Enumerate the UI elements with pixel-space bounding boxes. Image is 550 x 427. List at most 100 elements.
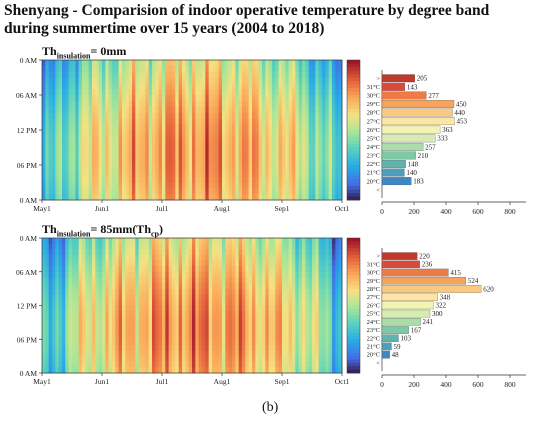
heatmap-cell [228,350,233,357]
heatmap-cell [325,118,330,125]
heatmap-cell [65,311,70,318]
heatmap-cell [232,153,236,160]
heatmap-cell [315,271,320,278]
heatmap-cell [338,299,343,306]
heatmap-cell [132,95,136,102]
heatmap-cell [192,238,196,245]
heatmap-cell [278,141,283,148]
heatmap-cell [102,299,106,306]
heatmap-cell [102,266,106,273]
heatmap-cell [222,188,226,195]
heatmap-cell [288,311,293,318]
heatmap-cell [335,328,340,335]
heatmap-cell [208,243,213,250]
heatmap-cell [135,89,140,96]
heatmap-cell [75,305,80,312]
heatmap-cell [95,316,100,323]
heatmap-cell [248,83,253,90]
heatmap-cell [198,130,203,137]
heatmap-cell [185,95,190,102]
heatmap-cell [155,89,160,96]
heatmap-cell [132,71,136,78]
heatmap-cell [182,350,186,357]
heatmap-cell [62,260,66,267]
heatmap-cell [182,112,186,119]
heatmap-cell [248,135,253,143]
heatmap-cell [105,83,110,90]
heatmap-cell [158,271,163,278]
heatmap-cell [142,147,146,154]
heatmap-cell [218,60,223,67]
heatmap-cell [235,356,240,363]
heatmap-cell [58,83,63,90]
heatmap-cell [285,100,290,108]
heatmap-cell [138,305,143,312]
heatmap-cell [265,77,270,84]
heatmap-cell [195,71,200,78]
heatmap-cell [95,350,100,357]
bar-mark [381,100,455,108]
heatmap-cell [202,141,206,148]
heatmap-cell [212,260,216,267]
heatmap-cell [168,266,173,273]
heatmap-cell [232,135,236,143]
heatmap-cell [232,271,236,278]
heatmap-cell [302,294,306,301]
heatmap-cell [105,238,110,245]
heatmap-cell [178,266,183,273]
heatmap-cell [162,165,166,172]
heatmap-cell [308,194,313,201]
heatmap-cell [298,89,303,96]
heatmap-cell [232,176,236,183]
colorbar-segment [347,346,360,350]
heatmap-cell [185,344,190,351]
heatmap-cell [88,367,93,374]
heatmap-cell [202,77,206,84]
heatmap-cell [198,135,203,143]
heatmap-cell [205,153,210,160]
heatmap-cell [252,170,256,178]
heatmap-cell [298,130,303,137]
heatmap-cell [238,77,243,84]
heatmap-cell [168,83,173,90]
heatmap-cell [265,194,270,201]
heatmap-cell [175,100,180,108]
heatmap-cell [158,356,163,363]
heatmap-cell [255,170,260,178]
heatmap-cell [225,322,230,329]
heatmap-cell [112,311,116,318]
heatmap-cell [162,283,166,290]
heatmap-cell [128,194,133,201]
heatmap-cell [175,361,180,368]
heatmap-cell [142,260,146,267]
heatmap-cell [265,294,270,301]
heatmap-cell [275,361,280,368]
heatmap-cell [268,159,273,166]
heatmap-cell [62,89,66,96]
heatmap-cell [198,333,203,340]
heatmap-cell [235,147,240,154]
heatmap-cell [302,112,306,119]
heatmap-cell [158,165,163,172]
heatmap-cell [168,65,173,73]
heatmap-cell [102,238,106,245]
heatmap-cell [152,188,156,195]
heatmap-cell [118,254,123,261]
heatmap-cell [215,118,220,125]
heatmap-cell [232,130,236,137]
heatmap-cell [58,130,63,137]
heatmap-cell [295,159,300,166]
heatmap-cell [175,344,180,351]
heatmap-cell [165,277,170,284]
heatmap-cell [115,339,120,346]
heatmap-cell [155,249,160,256]
heatmap-cell [315,112,320,119]
heatmap-cell [45,305,50,312]
heatmap-cell [68,176,73,183]
heatmap-cell [165,316,170,323]
heatmap-cell [95,311,100,318]
heatmap-cell [128,266,133,273]
heatmap-cell [105,165,110,172]
heatmap-cell [215,288,220,295]
heatmap-cell [188,356,193,363]
